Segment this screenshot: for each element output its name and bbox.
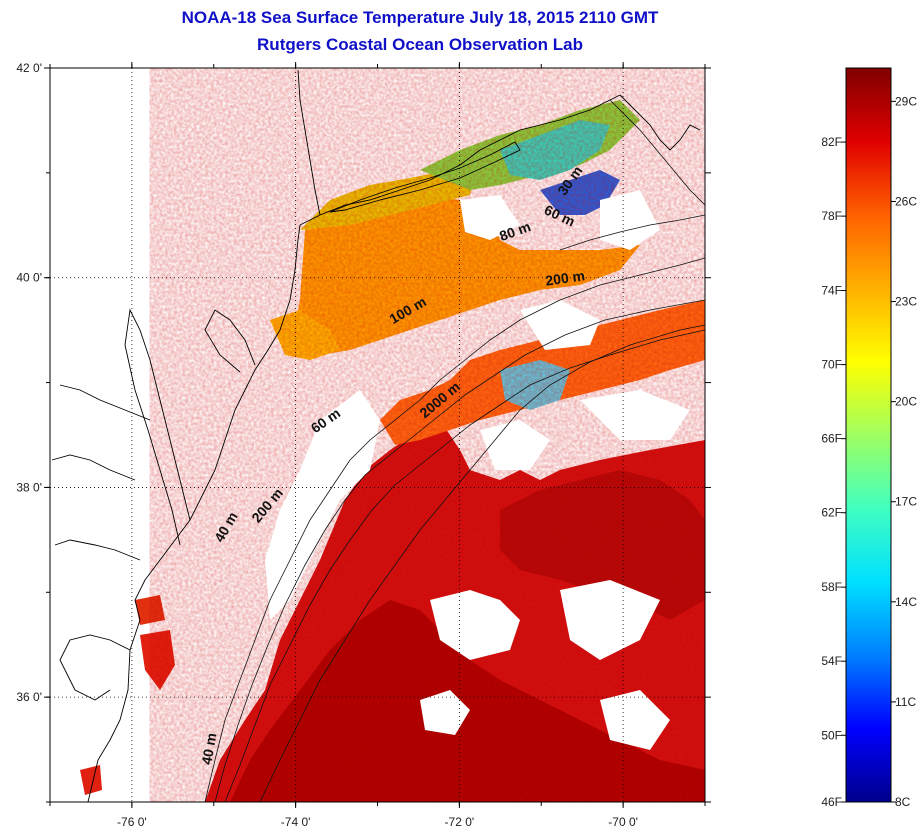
colorbar-c-label-3: 17C [895,495,917,509]
lat-tick-label-3: 36 0' [16,690,42,704]
sst-region-warm-patch-nc [80,765,102,795]
coastline-potomac [59,384,151,421]
coastline-long-island [329,141,521,213]
cloud-mask-10 [460,195,520,240]
colorbar-c-label-0: 8C [895,795,911,809]
cloud-mask-8 [520,300,600,350]
colorbar-labels: 46F 50F 54F 58F 62F 66F 70F 74F 78F 82F 8C 11C 14C 17… [821,94,917,809]
colorbar-c-label-4: 20C [895,395,917,409]
colorbar-f-label-9: 82F [821,135,842,149]
cloud-mask-3 [560,580,660,660]
coastline-main [87,94,621,802]
cloud-mask-5 [580,390,690,440]
sst-region-warm-patch-chesapeake [135,595,165,625]
colorbar-c-label-1: 11C [895,695,916,709]
lon-tick-label-3: -70 0' [608,815,638,829]
colorbar-f-label-7: 74F [821,284,842,298]
colorbar-c-label-5: 23C [895,295,917,309]
contour-200m [224,329,705,802]
contour-label-3: 200 m [544,267,586,288]
cloud-mask-7 [600,690,670,750]
colorbar: 46F 50F 54F 58F 62F 66F 70F 74F 78F 82F 8C 11C 14C 17… [821,67,917,809]
cloud-mask-4 [480,420,550,470]
coastline-cape-cod [619,94,701,151]
coastline [51,69,701,802]
colorbar-f-label-5: 66F [821,432,842,446]
colorbar-c-label-6: 26C [895,194,917,208]
colorbar-f-label-2: 54F [821,654,842,668]
cloud-mask-9 [600,190,660,250]
lat-tick-label-2: 38 0' [16,480,42,494]
lon-tick-label-0: -76 0' [117,815,147,829]
coastline-rivers-1 [54,539,141,561]
colorbar-f-label-1: 50F [821,728,842,742]
colorbar-c-label-2: 14C [895,595,917,609]
colorbar-c-label-7: 29C [895,94,917,108]
contour-label-9: 40 m [198,732,219,766]
sst-field [80,100,705,802]
colorbar-f-label-4: 62F [821,506,842,520]
contour-gulf-maine [559,214,705,251]
coastline-delaware-bay [204,309,256,373]
coastline-chesapeake-bay [124,308,191,546]
cloud-mask-2 [430,590,520,660]
map-title: NOAA-18 Sea Surface Temperature July 18,… [181,8,659,27]
sst-region-warm-patch-va [140,630,175,690]
contour-shallow-1 [204,257,705,802]
coastline-rivers-2 [51,454,136,481]
coastline-nc-sounds [59,634,131,701]
colorbar-f-label-0: 46F [821,795,842,809]
lon-tick-label-1: -74 0' [281,815,311,829]
coastline-hudson [297,69,321,216]
colorbar-f-label-8: 78F [821,209,842,223]
contour-shallow-2 [214,299,705,802]
colorbar-gradient [845,67,892,803]
map-axes: -76 0' -74 0' -72 0' -70 0' 42 0' 40 0' 38 0' 3… [16,61,711,829]
colorbar-f-label-3: 58F [821,580,842,594]
lon-tick-label-2: -72 0' [445,815,475,829]
contour-gulf-maine-2 [609,99,705,206]
cloud-mask-1 [265,390,380,620]
map-subtitle: Rutgers Coastal Ocean Observation Lab [257,35,583,54]
cloud-mask-6 [420,690,470,735]
lat-tick-label-0: 42 0' [16,61,42,75]
lat-tick-label-1: 40 0' [16,271,42,285]
bathymetry-contours [204,99,705,802]
colorbar-f-label-6: 70F [821,358,842,372]
contour-2000m [259,324,705,802]
